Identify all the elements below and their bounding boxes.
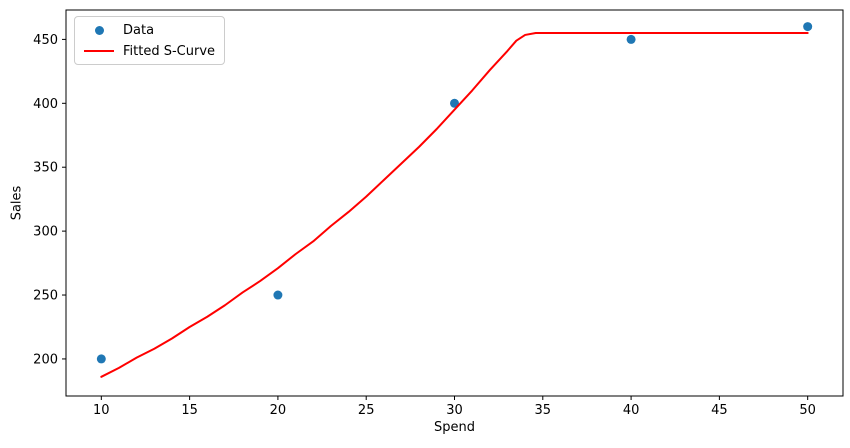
legend-line-swatch	[84, 50, 114, 52]
data-point	[96, 354, 106, 364]
legend-label-fitted-s-curve: Fitted S-Curve	[123, 43, 216, 59]
x-tick-label: 35	[535, 403, 552, 418]
legend: Data Fitted S-Curve	[74, 16, 226, 65]
y-tick-label: 300	[33, 225, 58, 240]
x-tick-label: 40	[623, 403, 640, 418]
y-tick-label: 200	[33, 352, 58, 367]
line-marker-icon	[83, 50, 115, 52]
x-tick-label: 30	[446, 403, 463, 418]
data-point	[803, 22, 813, 32]
y-tick-label: 450	[33, 33, 58, 48]
scatter-marker-icon	[83, 25, 115, 35]
x-tick-label: 10	[93, 403, 110, 418]
x-tick-label: 15	[181, 403, 198, 418]
legend-dot-swatch	[94, 25, 104, 35]
legend-item-fitted-s-curve: Fitted S-Curve	[83, 43, 215, 59]
x-tick-label: 25	[358, 403, 375, 418]
y-tick-label: 250	[33, 289, 58, 304]
x-tick-label: 20	[270, 403, 287, 418]
fitted-curve	[100, 32, 809, 378]
x-tick-label: 50	[799, 403, 816, 418]
plot-border	[65, 9, 844, 397]
x-axis-label: Spend	[434, 420, 475, 435]
legend-item-data: Data	[83, 22, 215, 38]
y-axis-label: Sales	[9, 185, 25, 221]
legend-label-data: Data	[123, 22, 155, 38]
y-tick-label: 400	[33, 97, 58, 112]
x-tick-label: 45	[711, 403, 728, 418]
data-point	[273, 290, 283, 300]
data-point	[450, 98, 459, 108]
y-tick-label: 350	[33, 161, 58, 176]
data-point	[626, 34, 636, 44]
